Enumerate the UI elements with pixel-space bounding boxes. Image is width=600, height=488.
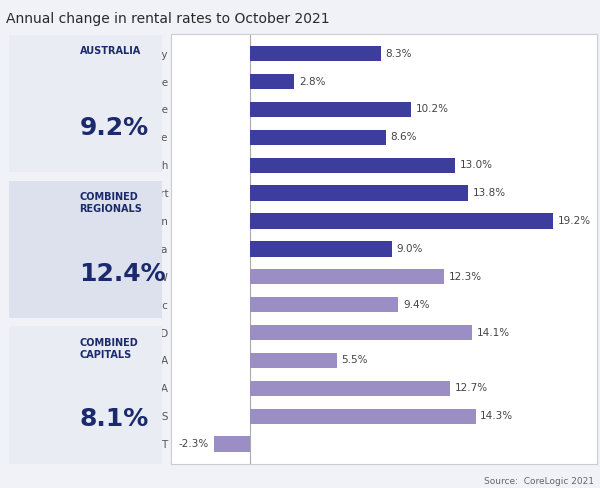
- Text: 12.3%: 12.3%: [449, 272, 482, 282]
- Text: 13.0%: 13.0%: [460, 160, 493, 170]
- Text: 8.1%: 8.1%: [79, 407, 149, 431]
- Text: Source:  CoreLogic 2021: Source: CoreLogic 2021: [484, 477, 594, 486]
- Text: Annual change in rental rates to October 2021: Annual change in rental rates to October…: [6, 12, 329, 26]
- Bar: [250, 241, 392, 257]
- Bar: [250, 297, 398, 312]
- Text: 2.8%: 2.8%: [299, 77, 325, 86]
- Bar: [250, 213, 553, 229]
- Bar: [250, 102, 411, 117]
- Bar: [250, 130, 386, 145]
- Bar: [250, 353, 337, 368]
- Text: 19.2%: 19.2%: [557, 216, 590, 226]
- Text: AUSTRALIA: AUSTRALIA: [79, 46, 141, 56]
- Text: 9.4%: 9.4%: [403, 300, 430, 310]
- Bar: [250, 325, 472, 340]
- Bar: [214, 436, 250, 452]
- Text: 13.8%: 13.8%: [472, 188, 505, 198]
- Text: 5.5%: 5.5%: [341, 355, 368, 366]
- Text: 8.6%: 8.6%: [391, 132, 417, 142]
- Text: 8.3%: 8.3%: [386, 49, 412, 59]
- Text: 14.3%: 14.3%: [480, 411, 514, 421]
- Text: 9.0%: 9.0%: [397, 244, 423, 254]
- Bar: [250, 381, 450, 396]
- Bar: [250, 74, 294, 89]
- Bar: [250, 158, 455, 173]
- Text: COMBINED
REGIONALS: COMBINED REGIONALS: [79, 192, 142, 214]
- Text: -2.3%: -2.3%: [179, 439, 209, 449]
- Text: 14.1%: 14.1%: [477, 327, 510, 338]
- Text: 12.7%: 12.7%: [455, 383, 488, 393]
- Bar: [250, 408, 476, 424]
- Bar: [250, 46, 381, 61]
- Text: COMBINED
CAPITALS: COMBINED CAPITALS: [79, 338, 138, 360]
- Text: 10.2%: 10.2%: [416, 104, 449, 115]
- Bar: [250, 185, 467, 201]
- Text: 12.4%: 12.4%: [79, 262, 166, 286]
- Text: 9.2%: 9.2%: [79, 116, 149, 140]
- Bar: [250, 269, 444, 285]
